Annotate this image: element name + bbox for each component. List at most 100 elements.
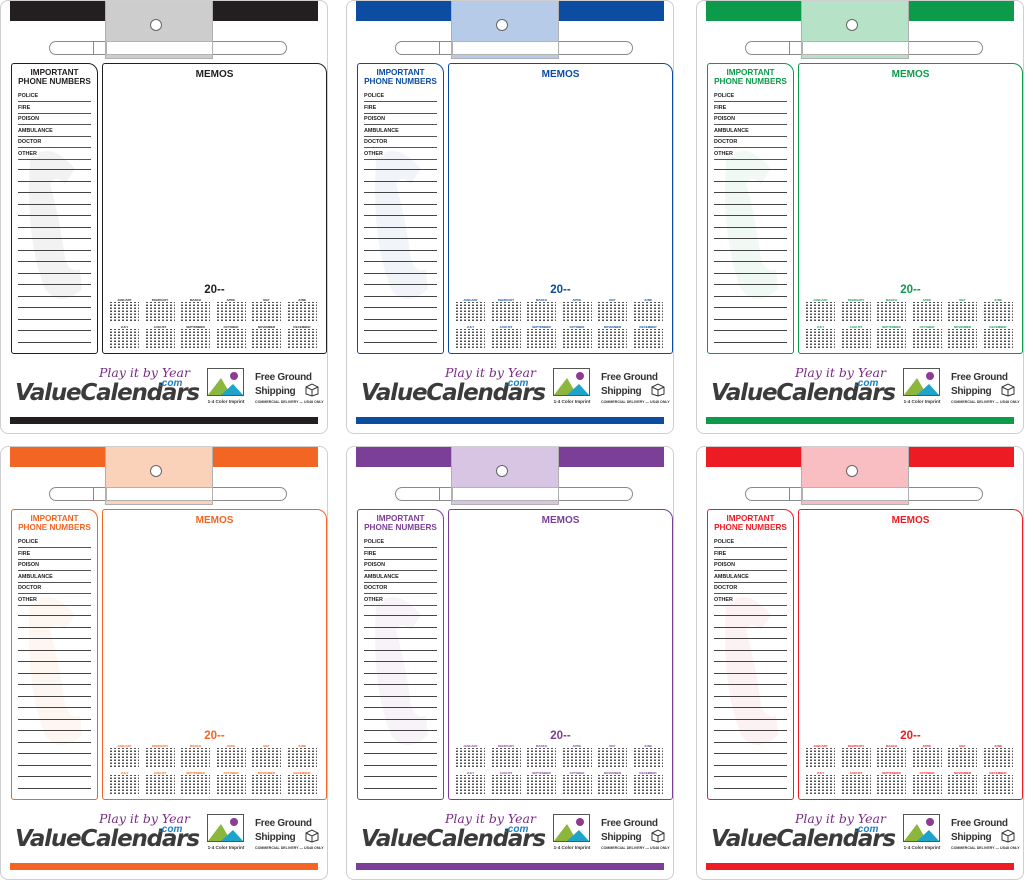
blank-write-line[interactable] xyxy=(364,661,437,662)
blank-write-line[interactable] xyxy=(714,192,787,193)
phone-row-police[interactable]: POLICE xyxy=(364,92,437,102)
blank-write-line[interactable] xyxy=(714,307,787,308)
blank-write-line[interactable] xyxy=(364,764,437,766)
blank-write-line[interactable] xyxy=(364,684,437,685)
phone-row-police[interactable]: POLICE xyxy=(18,538,91,548)
phone-row-poison[interactable]: POISON xyxy=(18,561,91,572)
phone-row-other[interactable]: OTHER xyxy=(18,596,91,606)
blank-write-line[interactable] xyxy=(18,249,91,251)
calendar-card-black[interactable]: IMPORTANT PHONE NUMBERS POLICE FIRE POISON AM… xyxy=(0,0,328,434)
blank-write-line[interactable] xyxy=(714,238,787,239)
blank-write-line[interactable] xyxy=(18,261,91,262)
blank-write-line[interactable] xyxy=(364,180,437,182)
blank-write-line[interactable] xyxy=(18,730,91,731)
blank-write-line[interactable] xyxy=(364,318,437,320)
phone-row-ambulance[interactable]: AMBULANCE xyxy=(18,127,91,137)
blank-write-line[interactable] xyxy=(364,638,437,639)
phone-row-other[interactable]: OTHER xyxy=(18,150,91,160)
blank-write-line[interactable] xyxy=(18,684,91,685)
blank-write-line[interactable] xyxy=(18,330,91,331)
blank-write-line[interactable] xyxy=(714,169,787,170)
blank-write-line[interactable] xyxy=(364,707,437,708)
blank-write-line[interactable] xyxy=(364,330,437,331)
phone-row-doctor[interactable]: DOCTOR xyxy=(364,584,437,595)
memos-panel[interactable]: MEMOS 20-- JANUARY FEBRUARY MARCH APRIL MAY JUN… xyxy=(102,509,327,800)
blank-write-line[interactable] xyxy=(714,249,787,251)
blank-write-line[interactable] xyxy=(714,318,787,320)
blank-write-line[interactable] xyxy=(714,718,787,720)
phone-row-ambulance[interactable]: AMBULANCE xyxy=(714,127,787,137)
blank-write-line[interactable] xyxy=(714,695,787,697)
blank-write-line[interactable] xyxy=(364,730,437,731)
blank-write-line[interactable] xyxy=(714,741,787,743)
blank-write-line[interactable] xyxy=(18,203,91,205)
blank-write-line[interactable] xyxy=(18,192,91,193)
blank-write-line[interactable] xyxy=(364,753,437,754)
phone-row-other[interactable]: OTHER xyxy=(714,596,787,606)
blank-write-line[interactable] xyxy=(714,730,787,731)
phone-row-police[interactable]: POLICE xyxy=(714,538,787,548)
blank-write-line[interactable] xyxy=(364,226,437,228)
blank-write-line[interactable] xyxy=(364,672,437,674)
phone-row-fire[interactable]: FIRE xyxy=(18,104,91,114)
blank-write-line[interactable] xyxy=(714,753,787,754)
memos-panel[interactable]: MEMOS 20-- JANUARY FEBRUARY MARCH APRIL MAY JUN… xyxy=(102,63,327,354)
blank-write-line[interactable] xyxy=(714,295,787,297)
phone-row-poison[interactable]: POISON xyxy=(364,115,437,126)
blank-write-line[interactable] xyxy=(18,764,91,766)
blank-write-line[interactable] xyxy=(364,192,437,193)
blank-write-line[interactable] xyxy=(18,649,91,651)
phone-row-fire[interactable]: FIRE xyxy=(714,550,787,560)
blank-write-line[interactable] xyxy=(714,638,787,639)
phone-row-other[interactable]: OTHER xyxy=(364,596,437,606)
blank-write-line[interactable] xyxy=(18,626,91,628)
blank-write-line[interactable] xyxy=(714,684,787,685)
blank-write-line[interactable] xyxy=(364,307,437,308)
blank-write-line[interactable] xyxy=(364,261,437,262)
phone-row-poison[interactable]: POISON xyxy=(714,115,787,126)
phone-row-poison[interactable]: POISON xyxy=(364,561,437,572)
blank-write-line[interactable] xyxy=(364,695,437,697)
blank-write-line[interactable] xyxy=(714,226,787,228)
blank-write-line[interactable] xyxy=(364,169,437,170)
blank-write-line[interactable] xyxy=(18,638,91,639)
phone-row-police[interactable]: POLICE xyxy=(714,92,787,102)
phone-row-fire[interactable]: FIRE xyxy=(364,550,437,560)
blank-write-line[interactable] xyxy=(714,272,787,274)
blank-write-line[interactable] xyxy=(714,180,787,182)
blank-write-line[interactable] xyxy=(18,284,91,285)
blank-write-line[interactable] xyxy=(18,341,91,343)
memos-panel[interactable]: MEMOS 20-- JANUARY FEBRUARY MARCH APRIL MAY JUN… xyxy=(448,63,673,354)
memos-panel[interactable]: MEMOS 20-- JANUARY FEBRUARY MARCH APRIL MAY JUN… xyxy=(798,509,1023,800)
blank-write-line[interactable] xyxy=(364,741,437,743)
blank-write-line[interactable] xyxy=(364,787,437,789)
memos-panel[interactable]: MEMOS 20-- JANUARY FEBRUARY MARCH APRIL MAY JUN… xyxy=(798,63,1023,354)
blank-write-line[interactable] xyxy=(714,284,787,285)
blank-write-line[interactable] xyxy=(18,661,91,662)
blank-write-line[interactable] xyxy=(18,787,91,789)
blank-write-line[interactable] xyxy=(714,261,787,262)
blank-write-line[interactable] xyxy=(714,649,787,651)
phone-row-doctor[interactable]: DOCTOR xyxy=(714,584,787,595)
phone-row-ambulance[interactable]: AMBULANCE xyxy=(18,573,91,583)
blank-write-line[interactable] xyxy=(18,318,91,320)
blank-write-line[interactable] xyxy=(364,776,437,777)
blank-write-line[interactable] xyxy=(18,718,91,720)
memos-panel[interactable]: MEMOS 20-- JANUARY FEBRUARY MARCH APRIL MAY JUN… xyxy=(448,509,673,800)
blank-write-line[interactable] xyxy=(18,672,91,674)
blank-write-line[interactable] xyxy=(714,776,787,777)
phone-row-fire[interactable]: FIRE xyxy=(714,104,787,114)
blank-write-line[interactable] xyxy=(18,615,91,616)
phone-row-police[interactable]: POLICE xyxy=(18,92,91,102)
phone-row-doctor[interactable]: DOCTOR xyxy=(18,584,91,595)
blank-write-line[interactable] xyxy=(18,707,91,708)
blank-write-line[interactable] xyxy=(364,215,437,216)
blank-write-line[interactable] xyxy=(364,284,437,285)
blank-write-line[interactable] xyxy=(714,330,787,331)
calendar-card-purple[interactable]: IMPORTANT PHONE NUMBERS POLICE FIRE POISON AM… xyxy=(346,446,674,880)
phone-row-other[interactable]: OTHER xyxy=(364,150,437,160)
blank-write-line[interactable] xyxy=(714,615,787,616)
blank-write-line[interactable] xyxy=(364,238,437,239)
blank-write-line[interactable] xyxy=(18,741,91,743)
blank-write-line[interactable] xyxy=(18,169,91,170)
